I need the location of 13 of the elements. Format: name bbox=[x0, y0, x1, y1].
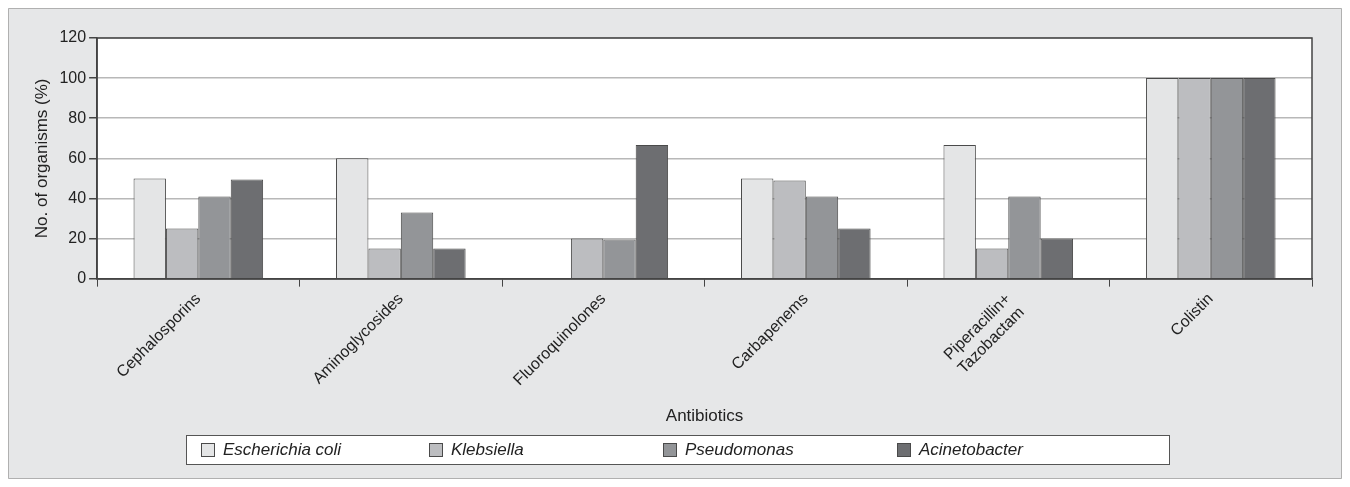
legend-label: Klebsiella bbox=[451, 440, 524, 460]
y-tick-label: 0 bbox=[77, 269, 87, 287]
y-tick-label: 100 bbox=[59, 68, 87, 86]
y-tick-label: 20 bbox=[68, 228, 87, 246]
legend-label: Escherichia coli bbox=[223, 440, 342, 460]
y-tick-label: 120 bbox=[59, 28, 87, 46]
legend-label: Pseudomonas bbox=[685, 440, 794, 460]
y-tick-label: 60 bbox=[68, 148, 87, 166]
y-axis-title: No. of organisms (%) bbox=[31, 78, 51, 239]
x-axis-title: Antibiotics bbox=[665, 406, 744, 426]
y-tick-label: 40 bbox=[68, 188, 87, 206]
y-tick-label: 80 bbox=[68, 108, 87, 126]
legend-label: Acinetobacter bbox=[919, 440, 1023, 460]
